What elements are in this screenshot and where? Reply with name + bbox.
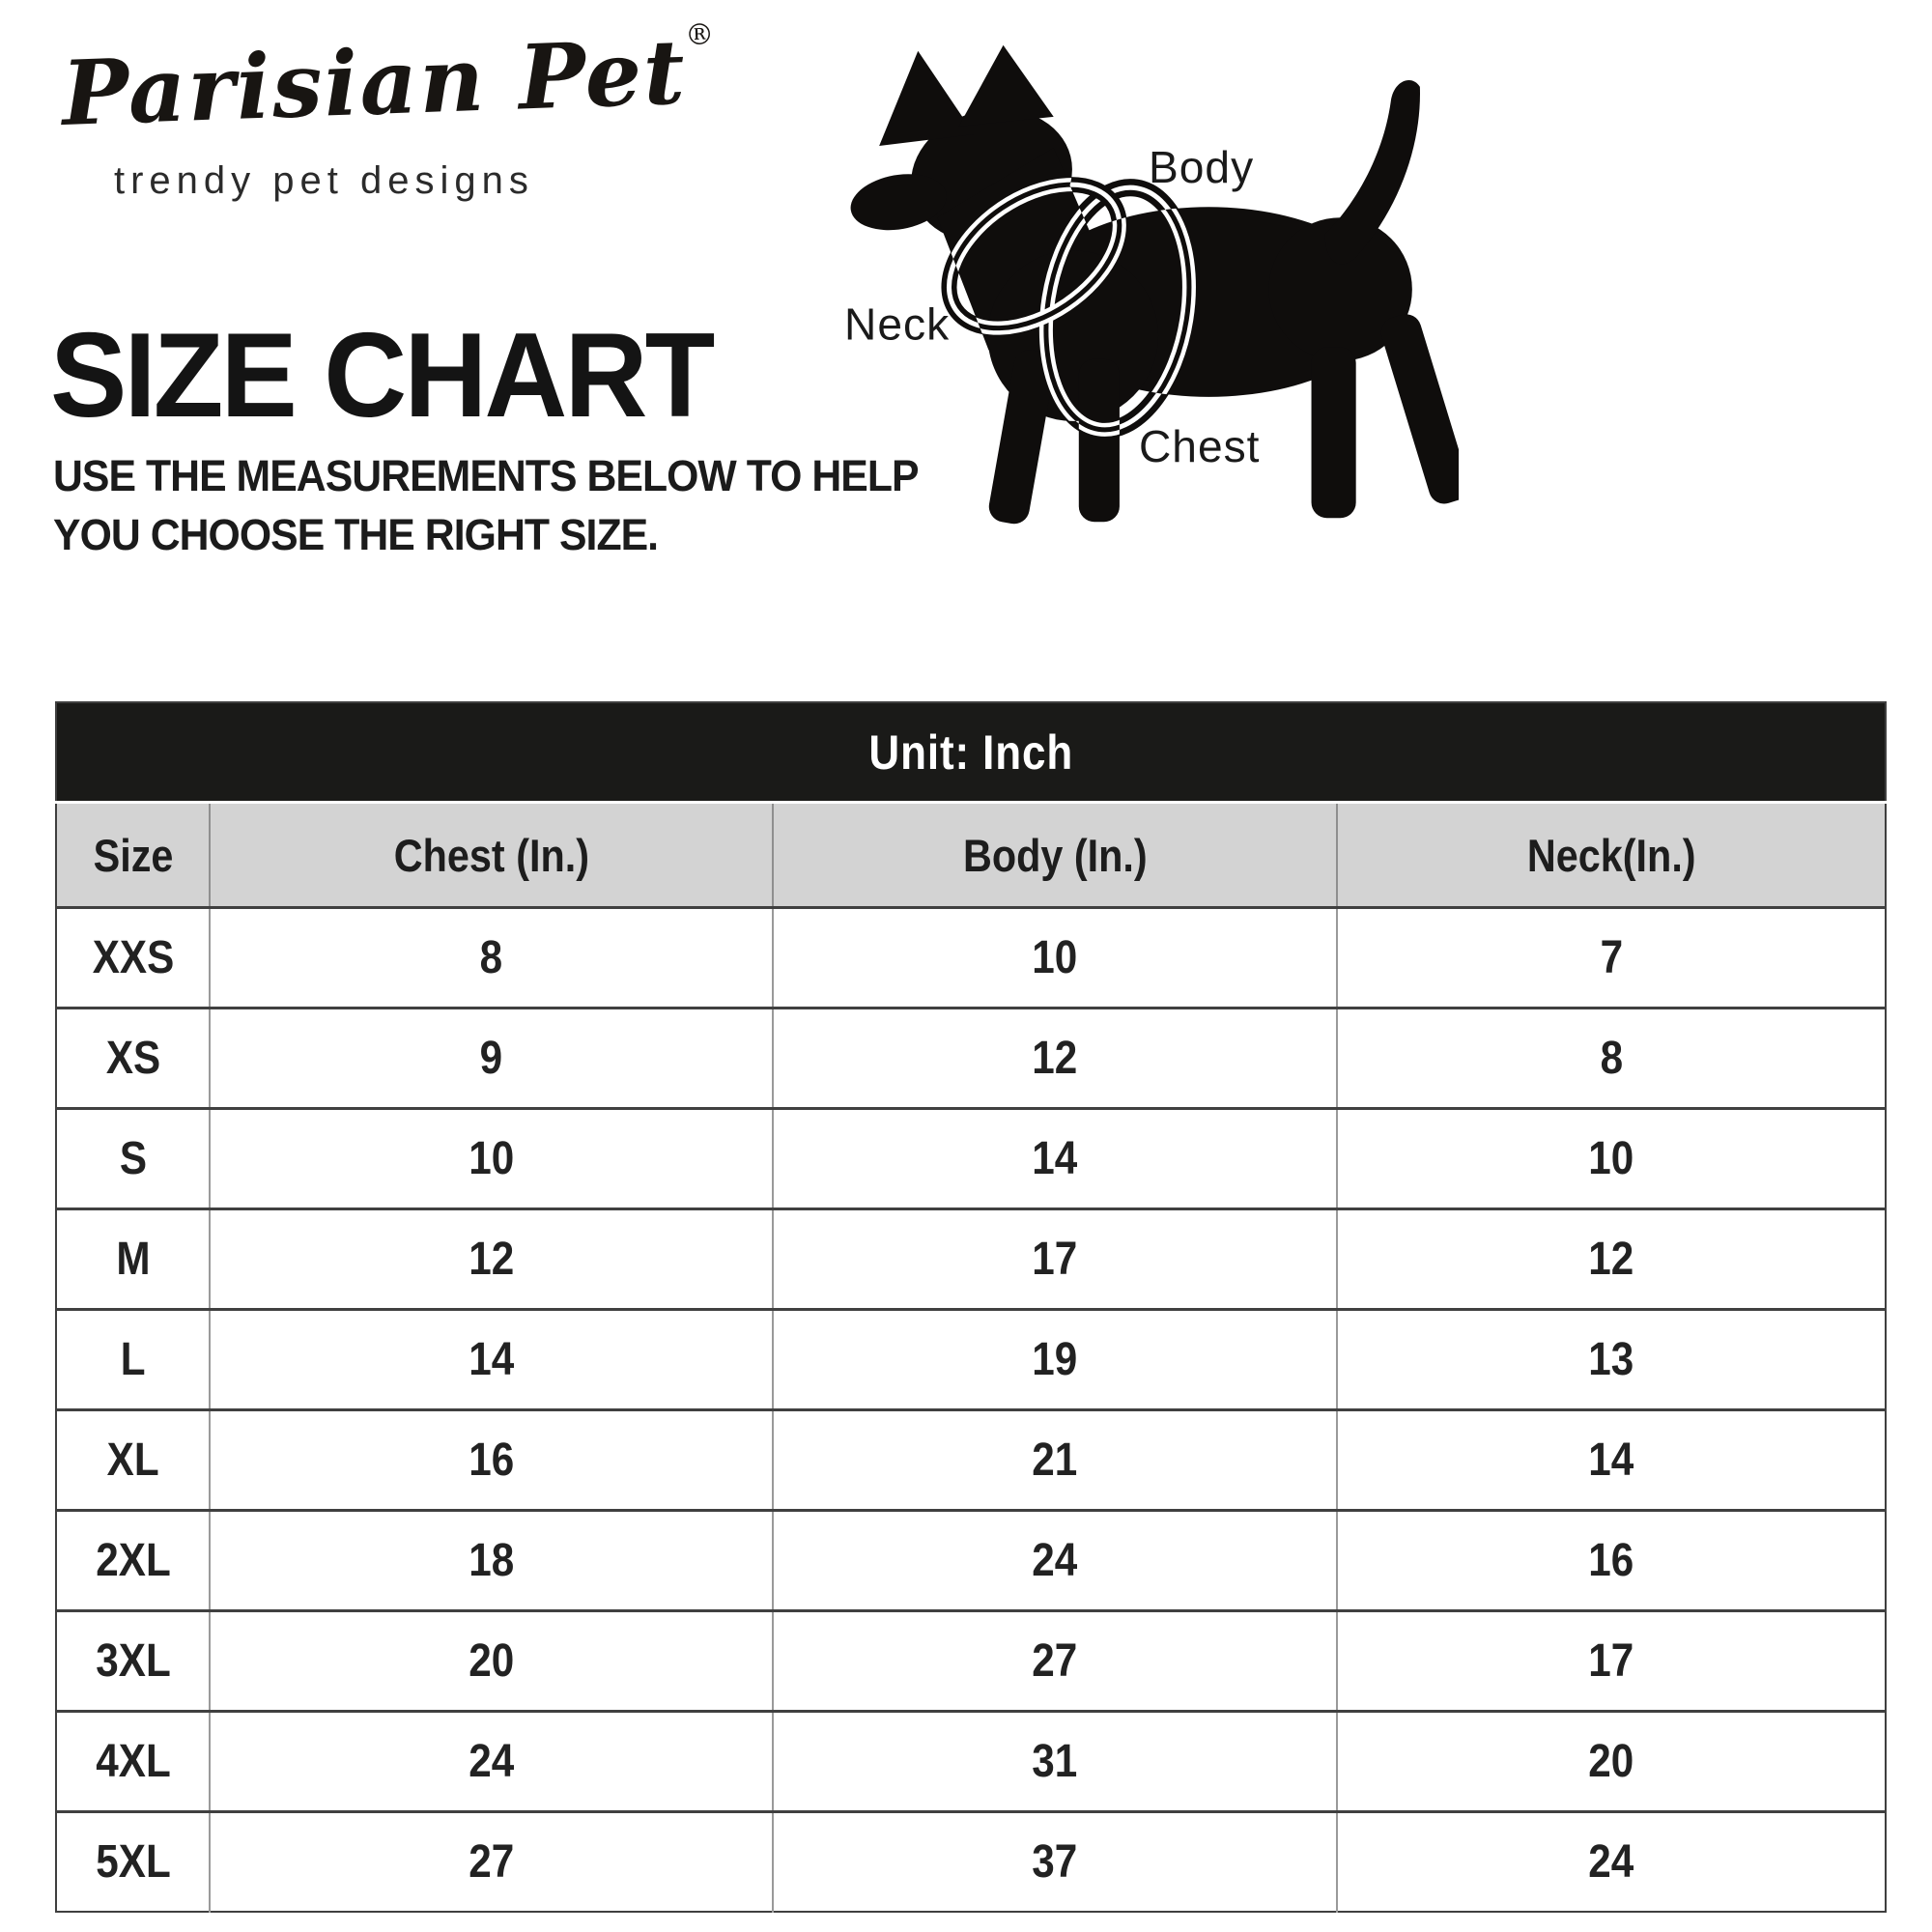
body-cell: 24 — [772, 1509, 1337, 1611]
size-cell: XL — [56, 1408, 211, 1511]
neck-cell: 14 — [1335, 1408, 1886, 1511]
body-cell: 31 — [772, 1710, 1337, 1812]
dog-measurement-diagram: Body Neck Chest — [829, 25, 1473, 564]
body-cell: 37 — [772, 1810, 1337, 1912]
subtitle-line-1: USE THE MEASUREMENTS BELOW TO HELP — [53, 451, 920, 500]
chest-cell: 27 — [209, 1810, 774, 1912]
body-cell: 10 — [772, 906, 1337, 1009]
neck-cell: 10 — [1335, 1107, 1886, 1209]
body-cell: 14 — [772, 1107, 1337, 1209]
chest-cell: 14 — [209, 1308, 774, 1410]
table-row: L 14 19 13 — [56, 1308, 1886, 1410]
size-cell: S — [56, 1107, 211, 1209]
size-cell: 3XL — [56, 1609, 211, 1712]
dog-silhouette-icon: Body Neck Chest — [844, 44, 1473, 526]
body-cell: 27 — [772, 1609, 1337, 1712]
neck-cell: 8 — [1335, 1007, 1886, 1109]
chest-cell: 9 — [209, 1007, 774, 1109]
body-cell: 21 — [772, 1408, 1337, 1511]
body-cell: 12 — [772, 1007, 1337, 1109]
neck-cell: 7 — [1335, 906, 1886, 1009]
chest-cell: 8 — [209, 906, 774, 1009]
table-row: 2XL 18 24 16 — [56, 1509, 1886, 1611]
table-row: XL 16 21 14 — [56, 1408, 1886, 1511]
brand-tagline: trendy pet designs — [114, 159, 534, 202]
column-header-chest: Chest (In.) — [209, 801, 774, 908]
unit-header-row: Unit: Inch — [56, 702, 1886, 803]
table-row: XS 9 12 8 — [56, 1007, 1886, 1109]
chest-cell: 10 — [209, 1107, 774, 1209]
table-row: S 10 14 10 — [56, 1107, 1886, 1209]
column-header-size: Size — [56, 801, 211, 908]
chest-cell: 24 — [209, 1710, 774, 1812]
chest-cell: 18 — [209, 1509, 774, 1611]
neck-cell: 24 — [1335, 1810, 1886, 1912]
body-cell: 19 — [772, 1308, 1337, 1410]
unit-header-cell: Unit: Inch — [56, 702, 1886, 803]
page-title: SIZE CHART — [50, 309, 715, 442]
table-row: 3XL 20 27 17 — [56, 1609, 1886, 1712]
table-row: 4XL 24 31 20 — [56, 1710, 1886, 1812]
size-chart-table: Unit: Inch Size Chest (In.) Body (In.) N… — [55, 701, 1887, 1913]
column-header-row: Size Chest (In.) Body (In.) Neck(In.) — [56, 801, 1886, 908]
table-row: M 12 17 12 — [56, 1208, 1886, 1310]
column-header-neck: Neck(In.) — [1335, 801, 1886, 908]
diagram-label-body: Body — [1149, 142, 1254, 192]
size-cell: XS — [56, 1007, 211, 1109]
neck-cell: 13 — [1335, 1308, 1886, 1410]
size-cell: M — [56, 1208, 211, 1310]
brand-name-text: Parisian Pet — [60, 19, 689, 147]
column-header-body: Body (In.) — [772, 801, 1337, 908]
chest-cell: 16 — [209, 1408, 774, 1511]
brand-name: Parisian Pet® — [60, 17, 739, 146]
size-cell: 4XL — [56, 1710, 211, 1812]
chest-cell: 20 — [209, 1609, 774, 1712]
brand-logo: Parisian Pet® trendy pet designs — [60, 17, 740, 203]
page-subtitle: USE THE MEASUREMENTS BELOW TO HELP YOU C… — [53, 446, 920, 564]
size-cell: L — [56, 1308, 211, 1410]
neck-cell: 17 — [1335, 1609, 1886, 1712]
chest-cell: 12 — [209, 1208, 774, 1310]
neck-cell: 12 — [1335, 1208, 1886, 1310]
diagram-label-chest: Chest — [1139, 421, 1261, 471]
neck-cell: 20 — [1335, 1710, 1886, 1812]
registered-trademark-icon: ® — [684, 17, 715, 53]
size-cell: XXS — [56, 906, 211, 1009]
size-cell: 2XL — [56, 1509, 211, 1611]
table-row: 5XL 27 37 24 — [56, 1810, 1886, 1912]
diagram-label-neck: Neck — [844, 299, 950, 350]
subtitle-line-2: YOU CHOOSE THE RIGHT SIZE. — [53, 510, 659, 559]
size-cell: 5XL — [56, 1810, 211, 1912]
body-cell: 17 — [772, 1208, 1337, 1310]
neck-cell: 16 — [1335, 1509, 1886, 1611]
table-row: XXS 8 10 7 — [56, 906, 1886, 1009]
